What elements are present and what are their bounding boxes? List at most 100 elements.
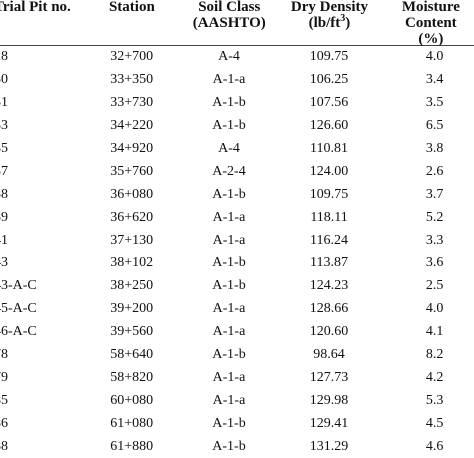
- cell-soil-class: A-2-4: [212, 163, 246, 179]
- header-station: Station: [80, 0, 183, 45]
- cell-soil-class: A-1-b: [212, 95, 246, 111]
- table-row: 88 61+880 A-1-b 131.29 4.6: [0, 435, 474, 458]
- cell-station: 33+730: [110, 95, 154, 111]
- cell-moisture-content: 3.6: [425, 255, 444, 271]
- cell-soil-class: A-1-a: [212, 72, 246, 88]
- cell-moisture-content: 5.3: [425, 392, 444, 408]
- cell-trial-pit: 30: [0, 72, 8, 88]
- header-moisture-content: Moisture Content (%): [376, 0, 474, 47]
- cell-trial-pit: 43: [0, 255, 8, 271]
- table-row: 43-A-C 38+250 A-1-b 124.23 2.5: [0, 275, 474, 298]
- cell-dry-density: 124.23: [309, 278, 349, 294]
- cell-moisture-content: 2.6: [425, 163, 444, 179]
- table-row: 35 34+920 A-4 110.81 3.8: [0, 138, 474, 161]
- cell-dry-density: 126.60: [309, 118, 349, 134]
- table-row: 33 34+220 A-1-b 126.60 6.5: [0, 115, 474, 138]
- cell-station: 61+080: [110, 415, 154, 431]
- cell-moisture-content: 5.2: [425, 209, 444, 225]
- cell-soil-class: A-1-b: [212, 186, 246, 202]
- cell-moisture-content: 3.7: [425, 186, 444, 202]
- cell-station: 34+920: [110, 141, 154, 156]
- cell-soil-class: A-1-a: [212, 324, 246, 340]
- cell-station: 58+640: [110, 347, 154, 363]
- cell-trial-pit: 37: [0, 163, 8, 179]
- cell-station: 58+820: [110, 369, 154, 385]
- header-dry-density: Dry Density (lb/ft3): [275, 0, 383, 45]
- cell-station: 61+880: [110, 438, 154, 454]
- cell-soil-class: A-1-b: [212, 438, 246, 454]
- cell-moisture-content: 4.6: [425, 438, 444, 454]
- cell-trial-pit: 31: [0, 95, 8, 111]
- cell-trial-pit: 86: [0, 415, 8, 431]
- table-row: 43 38+102 A-1-b 113.87 3.6: [0, 252, 474, 275]
- cell-moisture-content: 6.5: [425, 118, 444, 134]
- cell-dry-density: 113.87: [310, 255, 349, 271]
- cell-dry-density: 109.75: [309, 49, 349, 65]
- cell-trial-pit: 45-A-C: [0, 301, 37, 317]
- header-trial-pit-label: Trial Pit no.: [0, 0, 71, 15]
- table-row: 38 36+080 A-1-b 109.75 3.7: [0, 183, 474, 206]
- cell-trial-pit: 88: [0, 438, 8, 454]
- cell-trial-pit: 38: [0, 186, 8, 202]
- cell-dry-density: 106.25: [309, 72, 349, 88]
- cell-moisture-content: 3.8: [425, 141, 444, 156]
- cell-dry-density: 128.66: [309, 301, 349, 317]
- cell-dry-density: 109.75: [309, 186, 349, 202]
- cell-station: 32+700: [110, 49, 154, 65]
- cell-soil-class: A-1-a: [212, 301, 246, 317]
- cell-station: 36+080: [110, 186, 154, 202]
- table-row: 85 60+080 A-1-a 129.98 5.3: [0, 389, 474, 412]
- cell-dry-density: 116.24: [310, 232, 349, 248]
- cell-trial-pit: 43-A-C: [0, 278, 37, 294]
- cell-station: 39+200: [110, 301, 154, 317]
- cell-moisture-content: 4.2: [425, 369, 444, 385]
- header-soil-class-line1: Soil Class: [198, 0, 261, 15]
- cell-dry-density: 98.64: [313, 347, 345, 363]
- cell-soil-class: A-4: [218, 141, 240, 156]
- cell-soil-class: A-1-a: [212, 232, 246, 248]
- cell-soil-class: A-1-b: [212, 347, 246, 363]
- cell-trial-pit: 78: [0, 347, 8, 363]
- cell-soil-class: A-4: [218, 49, 240, 65]
- cell-dry-density: 129.98: [309, 392, 349, 408]
- header-station-label: Station: [108, 0, 155, 15]
- header-dry-density-unit: (lb/ft3): [308, 14, 351, 32]
- cell-dry-density: 120.60: [309, 324, 349, 340]
- header-trial-pit: Trial Pit no.: [0, 0, 80, 45]
- header-dry-density-unit-pre: (lb/ft: [308, 15, 341, 31]
- table-row: 46-A-C 39+560 A-1-a 120.60 4.1: [0, 321, 474, 344]
- table-header: Trial Pit no. Station Soil Class (AASHTO…: [0, 0, 474, 47]
- cell-station: 37+130: [110, 232, 154, 248]
- cell-soil-class: A-1-a: [212, 369, 246, 385]
- cell-station: 39+560: [110, 324, 154, 340]
- cell-dry-density: 127.73: [309, 369, 349, 385]
- cell-trial-pit: 28: [0, 49, 8, 65]
- cell-soil-class: A-1-b: [212, 278, 246, 294]
- header-moisture-line2: (%): [418, 31, 444, 47]
- cell-station: 36+620: [110, 209, 154, 225]
- table-row: 31 33+730 A-1-b 107.56 3.5: [0, 92, 474, 115]
- cell-moisture-content: 8.2: [425, 347, 444, 363]
- cell-moisture-content: 3.4: [425, 72, 444, 88]
- header-soil-class-line2: (AASHTO): [192, 15, 266, 31]
- table-row: 41 37+130 A-1-a 116.24 3.3: [0, 229, 474, 252]
- cell-station: 33+350: [110, 72, 154, 88]
- table-row: 30 33+350 A-1-a 106.25 3.4: [0, 69, 474, 92]
- cell-station: 60+080: [110, 392, 154, 408]
- cell-soil-class: A-1-b: [212, 255, 246, 271]
- cell-soil-class: A-1-b: [212, 118, 246, 134]
- cell-soil-class: A-1-a: [212, 392, 246, 408]
- header-moisture-line1: Moisture Content: [401, 0, 460, 31]
- cell-trial-pit: 35: [0, 141, 8, 156]
- cell-trial-pit: 46-A-C: [0, 324, 37, 340]
- cell-moisture-content: 4.0: [425, 301, 444, 317]
- cell-trial-pit: 79: [0, 369, 8, 385]
- cell-moisture-content: 3.5: [425, 95, 444, 111]
- cell-soil-class: A-1-a: [212, 209, 246, 225]
- cell-soil-class: A-1-b: [212, 415, 246, 431]
- header-dry-density-line1: Dry Density: [290, 0, 368, 15]
- cell-dry-density: 131.29: [309, 438, 349, 454]
- cell-station: 38+250: [110, 278, 154, 294]
- cell-moisture-content: 4.0: [425, 49, 444, 65]
